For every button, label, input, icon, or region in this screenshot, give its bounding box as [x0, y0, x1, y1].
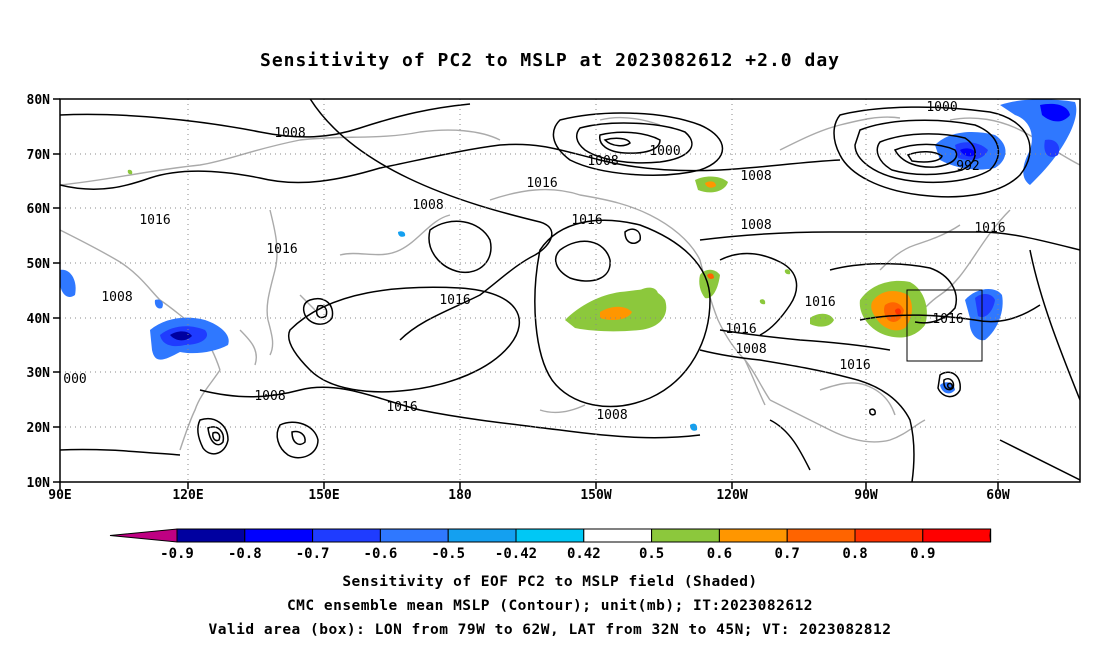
- caption-valid-area: Valid area (box): LON from 79W to 62W, L…: [208, 622, 892, 638]
- longitude-labels: 90E 120E 150E 180 150W 120W 90W 60W: [48, 488, 1010, 503]
- contour-label: 1016: [526, 176, 557, 191]
- contour-label: 1008: [740, 218, 771, 233]
- contour-label: 1008: [587, 154, 618, 169]
- colorbar-segment: [379, 528, 449, 543]
- colorbar-segment: [718, 528, 788, 543]
- contour-label: 000: [63, 372, 86, 387]
- lon-label: 150W: [580, 488, 611, 503]
- contour-label: 1000: [649, 144, 680, 159]
- colorbar: -0.9 -0.8 -0.7 -0.6 -0.5 -0.42 0.42 0.5 0.6 0.7 0.…: [109, 528, 992, 562]
- contour-label: 1016: [932, 312, 963, 327]
- colorbar-label: 0.42: [567, 546, 601, 562]
- lon-label: 90E: [48, 488, 71, 503]
- mslp-contours: [60, 99, 1080, 482]
- contour-label: 1016: [725, 322, 756, 337]
- lon-label: 120W: [716, 488, 747, 503]
- contour-label: 1008: [274, 126, 305, 141]
- colorbar-segment: [583, 528, 653, 543]
- lon-label: 180: [448, 488, 472, 503]
- colorbar-segment: [786, 528, 856, 543]
- lon-label: 150E: [308, 488, 339, 503]
- colorbar-segment: [312, 528, 381, 543]
- lat-label: 80N: [27, 93, 51, 108]
- colorbar-label: 0.6: [707, 546, 732, 562]
- contour-labels: 1008 1000 1008 1008 1000 992 1016 1016 1016 1016 1…: [63, 100, 1005, 423]
- colorbar-label: -0.6: [364, 546, 398, 562]
- colorbar-label: 0.5: [639, 546, 664, 562]
- colorbar-label: -0.8: [228, 546, 262, 562]
- colorbar-segment: [176, 528, 246, 543]
- lat-label: 30N: [27, 366, 51, 381]
- contour-label: 1008: [596, 408, 627, 423]
- contour-label: 1000: [926, 100, 957, 115]
- contour-label: 1008: [740, 169, 771, 184]
- contour-label: 1016: [386, 400, 417, 415]
- contour-label: 1008: [254, 389, 285, 404]
- contour-label: 1016: [839, 358, 870, 373]
- colorbar-label: -0.7: [296, 546, 330, 562]
- colorbar-arrow-high: [989, 528, 992, 543]
- colorbar-label: 0.8: [842, 546, 867, 562]
- contour-label: 1016: [266, 242, 297, 257]
- colorbar-arrow-low: [109, 528, 178, 543]
- contour-label: 1008: [101, 290, 132, 305]
- lat-label: 70N: [27, 148, 51, 163]
- colorbar-label: -0.9: [160, 546, 194, 562]
- graticule: [60, 99, 1080, 482]
- colorbar-label: -0.42: [495, 546, 537, 562]
- caption-shaded: Sensitivity of EOF PC2 to MSLP field (Sh…: [342, 574, 758, 590]
- contour-label: 1008: [735, 342, 766, 357]
- caption-contour: CMC ensemble mean MSLP (Contour); unit(m…: [286, 598, 814, 614]
- contour-label: 1016: [139, 213, 170, 228]
- colorbar-label: 0.9: [910, 546, 935, 562]
- map-title: Sensitivity of PC2 to MSLP at 2023082612…: [259, 50, 840, 71]
- valid-area-box: [906, 289, 983, 362]
- contour-label: 1008: [412, 198, 443, 213]
- lat-label: 20N: [27, 421, 51, 436]
- contour-label: 992: [956, 159, 979, 174]
- contour-label: 1016: [439, 293, 470, 308]
- colorbar-label: 0.7: [775, 546, 800, 562]
- latitude-labels: 80N 70N 60N 50N 40N 30N 20N 10N: [27, 93, 51, 491]
- contour-label: 1016: [974, 221, 1005, 236]
- lat-label: 40N: [27, 312, 51, 327]
- colorbar-label: -0.5: [431, 546, 465, 562]
- lon-label: 120E: [172, 488, 203, 503]
- contour-label: 1016: [571, 213, 602, 228]
- lat-label: 10N: [27, 476, 51, 491]
- ticks: [53, 98, 999, 489]
- lon-label: 60W: [986, 488, 1010, 503]
- colorbar-segment: [447, 528, 517, 543]
- contour-label: 1016: [804, 295, 835, 310]
- lat-label: 50N: [27, 257, 51, 272]
- shaded-sensitivity: [60, 99, 1077, 431]
- lat-label: 60N: [27, 202, 51, 217]
- colorbar-segment: [854, 528, 924, 543]
- map-frame: [59, 98, 1081, 483]
- colorbar-segment: [515, 528, 585, 543]
- lon-label: 90W: [854, 488, 878, 503]
- colorbar-segment: [651, 528, 720, 543]
- colorbar-segment: [244, 528, 314, 543]
- colorbar-segment: [922, 528, 992, 543]
